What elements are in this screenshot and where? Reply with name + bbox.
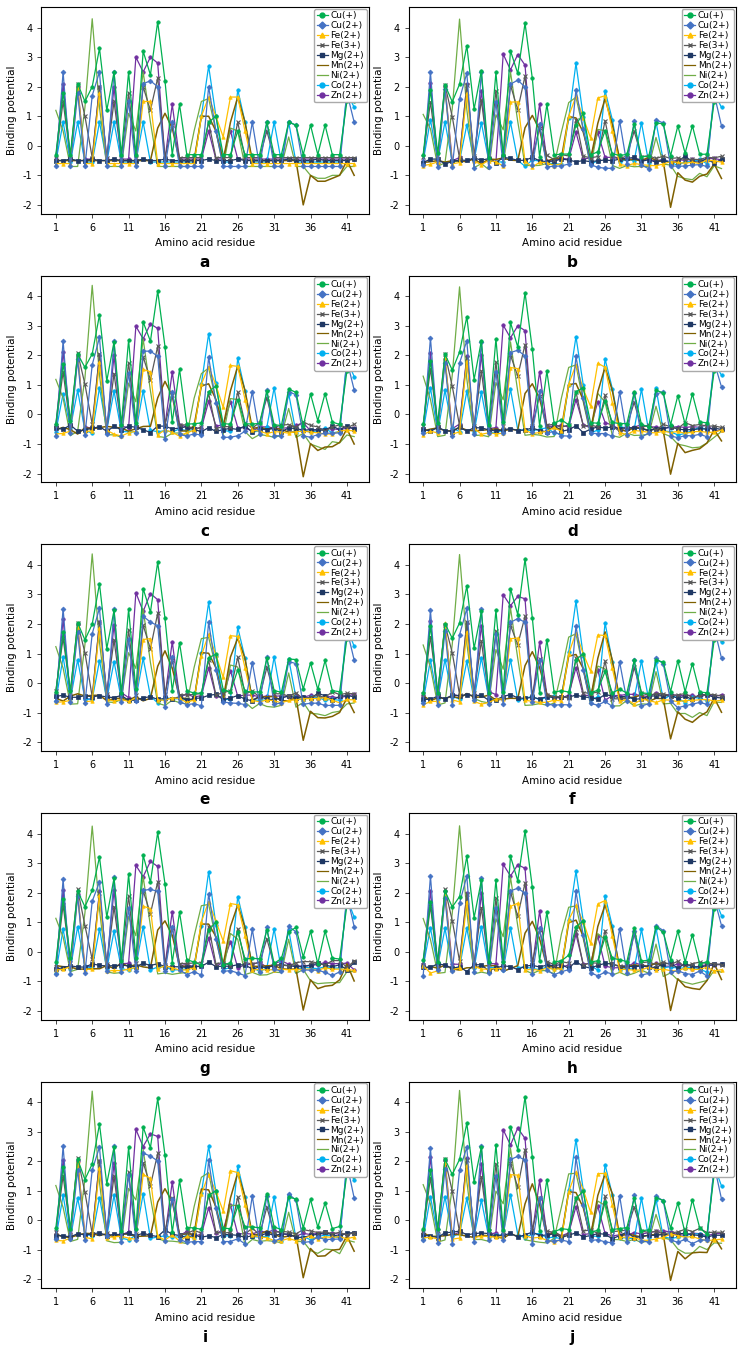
Legend: Cu(+), Cu(2+), Fe(2+), Fe(3+), Mg(2+), Mn(2+), Ni(2+), Co(2+), Zn(2+): Cu(+), Cu(2+), Fe(2+), Fe(3+), Mg(2+), M… [681, 814, 734, 909]
Text: c: c [201, 524, 210, 538]
Y-axis label: Binding potential: Binding potential [374, 334, 384, 424]
Legend: Cu(+), Cu(2+), Fe(2+), Fe(3+), Mg(2+), Mn(2+), Ni(2+), Co(2+), Zn(2+): Cu(+), Cu(2+), Fe(2+), Fe(3+), Mg(2+), M… [314, 546, 367, 639]
Text: f: f [569, 793, 576, 808]
Y-axis label: Binding potential: Binding potential [374, 871, 384, 961]
Text: e: e [200, 793, 210, 808]
Y-axis label: Binding potential: Binding potential [374, 1140, 384, 1230]
Text: h: h [567, 1061, 578, 1075]
Y-axis label: Binding potential: Binding potential [7, 603, 17, 692]
Legend: Cu(+), Cu(2+), Fe(2+), Fe(3+), Mg(2+), Mn(2+), Ni(2+), Co(2+), Zn(2+): Cu(+), Cu(2+), Fe(2+), Fe(3+), Mg(2+), M… [681, 546, 734, 639]
X-axis label: Amino acid residue: Amino acid residue [522, 775, 623, 786]
Y-axis label: Binding potential: Binding potential [7, 66, 17, 155]
Text: a: a [200, 256, 210, 271]
X-axis label: Amino acid residue: Amino acid residue [522, 1312, 623, 1323]
Y-axis label: Binding potential: Binding potential [374, 66, 384, 155]
Legend: Cu(+), Cu(2+), Fe(2+), Fe(3+), Mg(2+), Mn(2+), Ni(2+), Co(2+), Zn(2+): Cu(+), Cu(2+), Fe(2+), Fe(3+), Mg(2+), M… [681, 9, 734, 102]
X-axis label: Amino acid residue: Amino acid residue [155, 1044, 255, 1054]
Y-axis label: Binding potential: Binding potential [7, 871, 17, 961]
X-axis label: Amino acid residue: Amino acid residue [522, 238, 623, 248]
Text: i: i [202, 1330, 207, 1345]
X-axis label: Amino acid residue: Amino acid residue [155, 1312, 255, 1323]
Y-axis label: Binding potential: Binding potential [374, 603, 384, 692]
Text: g: g [200, 1061, 210, 1075]
Legend: Cu(+), Cu(2+), Fe(2+), Fe(3+), Mg(2+), Mn(2+), Ni(2+), Co(2+), Zn(2+): Cu(+), Cu(2+), Fe(2+), Fe(3+), Mg(2+), M… [314, 277, 367, 371]
Legend: Cu(+), Cu(2+), Fe(2+), Fe(3+), Mg(2+), Mn(2+), Ni(2+), Co(2+), Zn(2+): Cu(+), Cu(2+), Fe(2+), Fe(3+), Mg(2+), M… [681, 277, 734, 371]
X-axis label: Amino acid residue: Amino acid residue [522, 1044, 623, 1054]
Legend: Cu(+), Cu(2+), Fe(2+), Fe(3+), Mg(2+), Mn(2+), Ni(2+), Co(2+), Zn(2+): Cu(+), Cu(2+), Fe(2+), Fe(3+), Mg(2+), M… [681, 1084, 734, 1176]
Legend: Cu(+), Cu(2+), Fe(2+), Fe(3+), Mg(2+), Mn(2+), Ni(2+), Co(2+), Zn(2+): Cu(+), Cu(2+), Fe(2+), Fe(3+), Mg(2+), M… [314, 814, 367, 909]
X-axis label: Amino acid residue: Amino acid residue [155, 775, 255, 786]
X-axis label: Amino acid residue: Amino acid residue [155, 507, 255, 517]
X-axis label: Amino acid residue: Amino acid residue [155, 238, 255, 248]
X-axis label: Amino acid residue: Amino acid residue [522, 507, 623, 517]
Legend: Cu(+), Cu(2+), Fe(2+), Fe(3+), Mg(2+), Mn(2+), Ni(2+), Co(2+), Zn(2+): Cu(+), Cu(2+), Fe(2+), Fe(3+), Mg(2+), M… [314, 9, 367, 102]
Text: b: b [567, 256, 578, 271]
Text: j: j [570, 1330, 575, 1345]
Text: d: d [567, 524, 578, 538]
Y-axis label: Binding potential: Binding potential [7, 1140, 17, 1230]
Legend: Cu(+), Cu(2+), Fe(2+), Fe(3+), Mg(2+), Mn(2+), Ni(2+), Co(2+), Zn(2+): Cu(+), Cu(2+), Fe(2+), Fe(3+), Mg(2+), M… [314, 1084, 367, 1176]
Y-axis label: Binding potential: Binding potential [7, 334, 17, 424]
